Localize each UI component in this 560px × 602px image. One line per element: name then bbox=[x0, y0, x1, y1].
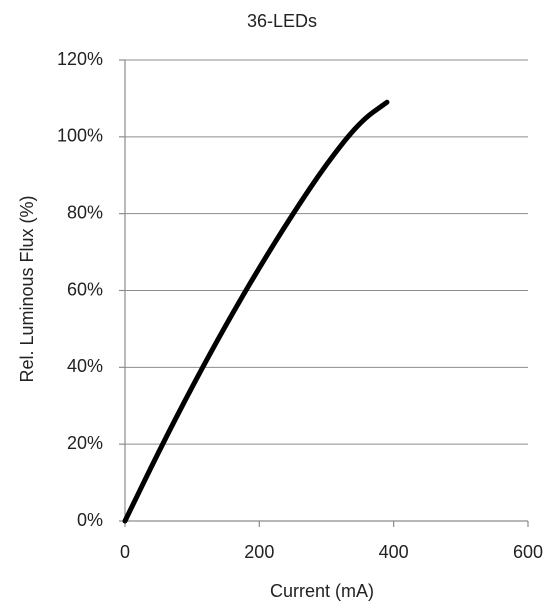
x-axis-label: Current (mA) bbox=[270, 581, 374, 601]
y-axis-ticks: 0% 20% 40% 60% 80% 100% 120% bbox=[57, 49, 103, 530]
x-tick-label: 400 bbox=[379, 542, 409, 562]
series-group bbox=[122, 99, 390, 524]
grid-lines bbox=[125, 59, 528, 445]
y-tick-label: 0% bbox=[77, 510, 103, 530]
x-tick-label: 600 bbox=[513, 542, 543, 562]
x-tick-label: 0 bbox=[120, 542, 130, 562]
y-axis-label: Rel. Luminous Flux (%) bbox=[17, 195, 37, 382]
y-tick-label: 20% bbox=[67, 433, 103, 453]
y-tick-label: 60% bbox=[67, 279, 103, 299]
x-tick-label: 200 bbox=[244, 542, 274, 562]
y-tick-label: 100% bbox=[57, 126, 103, 146]
y-tick-label: 40% bbox=[67, 356, 103, 376]
chart-axes bbox=[119, 59, 529, 527]
y-tick-label: 80% bbox=[67, 202, 103, 222]
y-tick-label: 120% bbox=[57, 49, 103, 69]
chart-title: 36-LEDs bbox=[247, 11, 317, 31]
x-axis-ticks: 0 200 400 600 bbox=[120, 542, 543, 562]
series-line-0 bbox=[122, 99, 390, 524]
